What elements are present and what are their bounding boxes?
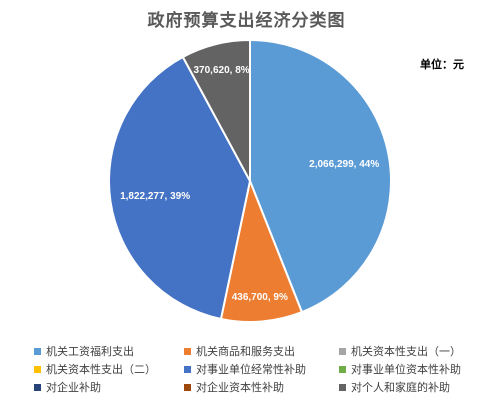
legend-swatch xyxy=(34,365,41,373)
legend-swatch xyxy=(184,347,191,355)
legend-item: 对企业资本性补助 xyxy=(184,380,339,394)
unit-label: 单位：元 xyxy=(420,58,464,71)
legend-label: 机关工资福利支出 xyxy=(46,345,134,358)
legend-label: 对企业资本性补助 xyxy=(196,381,284,394)
pie-slice xyxy=(181,38,251,182)
legend-label: 机关商品和服务支出 xyxy=(196,345,295,358)
legend-swatch xyxy=(339,365,346,373)
slice-data-label: 370,620, 8% xyxy=(194,65,250,76)
legend-label: 机关资本性支出（二） xyxy=(46,363,156,376)
legend-item: 机关资本性支出（一） xyxy=(339,344,489,358)
legend-label: 机关资本性支出（一） xyxy=(351,345,461,358)
legend-label: 对企业补助 xyxy=(46,381,101,394)
slice-data-label: 1,822,277, 39% xyxy=(120,191,190,202)
chart-legend: 机关工资福利支出 机关商品和服务支出 机关资本性支出（一） 机关资本性支出（二） 对事业… xyxy=(34,344,489,394)
slice-data-label: 436,700, 9% xyxy=(232,292,288,303)
legend-item: 对企业补助 xyxy=(34,380,184,394)
legend-label: 对事业单位资本性补助 xyxy=(351,363,461,376)
legend-item: 对事业单位资本性补助 xyxy=(339,362,489,376)
legend-swatch xyxy=(184,383,191,391)
legend-swatch xyxy=(339,347,346,355)
legend-item: 对个人和家庭的补助 xyxy=(339,380,489,394)
legend-item: 机关工资福利支出 xyxy=(34,344,184,358)
legend-label: 对事业单位经常性补助 xyxy=(196,363,306,376)
legend-swatch xyxy=(34,347,41,355)
legend-item: 机关商品和服务支出 xyxy=(184,344,339,358)
legend-label: 对个人和家庭的补助 xyxy=(351,381,450,394)
legend-swatch xyxy=(184,365,191,373)
legend-swatch xyxy=(34,383,41,391)
pie-chart: 2,066,299, 44% 436,700, 9% 1,822,277, 39% 3… xyxy=(108,38,392,323)
chart-title: 政府预算支出经济分类图 xyxy=(147,11,346,31)
legend-item: 机关资本性支出（二） xyxy=(34,362,184,376)
legend-swatch xyxy=(339,383,346,391)
legend-item: 对事业单位经常性补助 xyxy=(184,362,339,376)
slice-data-label: 2,066,299, 44% xyxy=(309,159,379,170)
pie-slice xyxy=(219,177,304,323)
pie-slice xyxy=(108,55,252,321)
pie-slice xyxy=(249,38,392,314)
